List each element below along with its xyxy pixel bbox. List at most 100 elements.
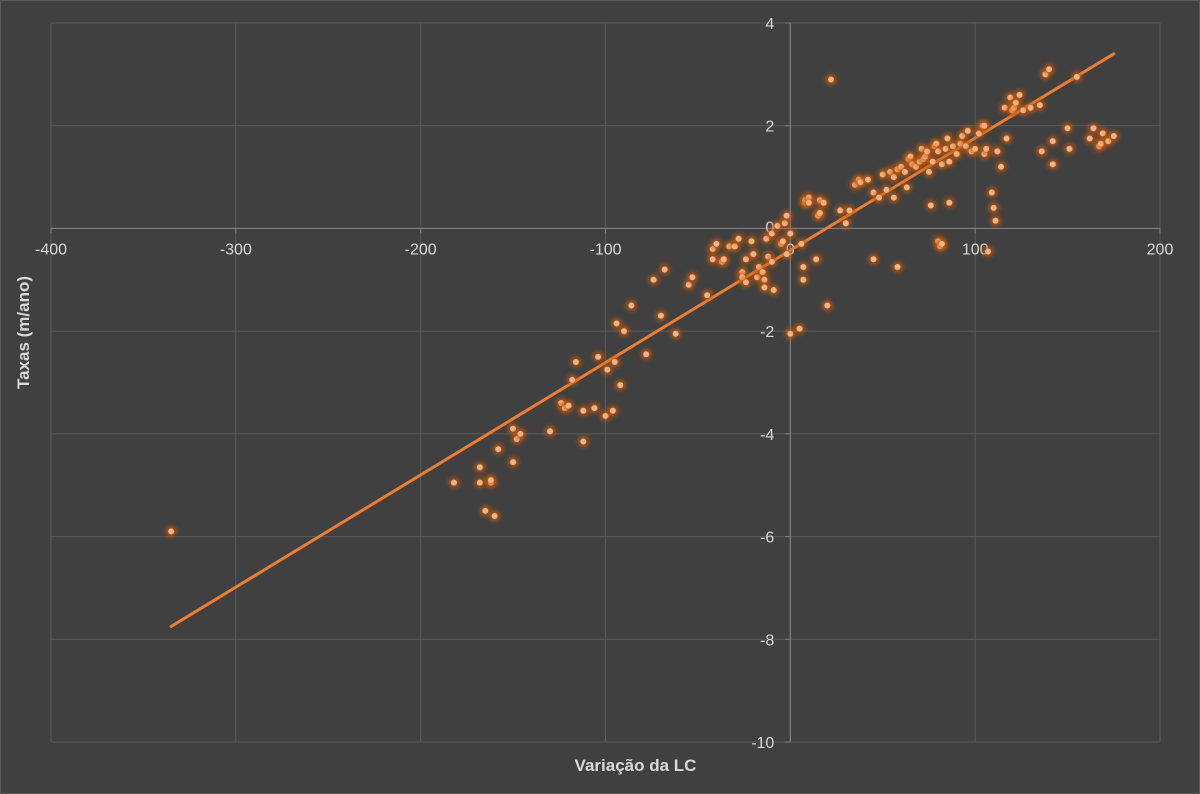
data-point-marker — [820, 199, 827, 206]
data-point — [868, 253, 880, 265]
axes — [50, 22, 1161, 743]
data-point — [951, 148, 963, 160]
data-point-marker — [783, 251, 790, 258]
data-point — [1025, 102, 1037, 114]
data-point — [710, 238, 722, 250]
data-point-marker — [988, 189, 995, 196]
data-point — [923, 166, 935, 178]
data-point-marker — [946, 158, 953, 165]
data-point — [766, 256, 778, 268]
data-point-marker — [580, 407, 587, 414]
data-point-marker — [864, 176, 871, 183]
data-point — [986, 186, 998, 198]
data-point-marker — [742, 256, 749, 263]
data-point — [1014, 89, 1026, 101]
data-point-marker — [907, 153, 914, 160]
data-point-marker — [491, 513, 498, 520]
data-point — [995, 161, 1007, 173]
data-point — [766, 228, 778, 240]
x-tick-label: -400 — [35, 241, 67, 258]
data-point — [670, 328, 682, 340]
data-point — [1063, 143, 1075, 155]
data-point — [901, 181, 913, 193]
data-point-marker — [990, 204, 997, 211]
y-tick-label: 2 — [765, 119, 774, 136]
data-point-marker — [569, 376, 576, 383]
data-point-marker — [650, 276, 657, 283]
data-point — [592, 351, 604, 363]
data-point — [625, 299, 637, 311]
data-point — [810, 253, 822, 265]
data-point-marker — [689, 274, 696, 281]
data-point — [474, 477, 486, 489]
data-point — [609, 356, 621, 368]
data-point-marker — [1001, 104, 1008, 111]
data-point — [618, 325, 630, 337]
data-point-marker — [842, 220, 849, 227]
data-point — [489, 510, 501, 522]
data-point-marker — [768, 258, 775, 265]
data-point-marker — [1064, 125, 1071, 132]
data-point-marker — [604, 366, 611, 373]
data-point — [803, 197, 815, 209]
data-point — [507, 456, 519, 468]
data-point-marker — [750, 251, 757, 258]
data-point — [1034, 99, 1046, 111]
data-point-marker — [761, 276, 768, 283]
data-point — [892, 261, 904, 273]
data-point-marker — [981, 122, 988, 129]
data-point — [588, 402, 600, 414]
data-point-marker — [1036, 102, 1043, 109]
data-point — [1087, 122, 1099, 134]
data-point-marker — [572, 358, 579, 365]
data-point — [936, 238, 948, 250]
data-point — [659, 264, 671, 276]
x-tick-label: -100 — [589, 241, 621, 258]
data-point-marker — [946, 199, 953, 206]
data-point — [821, 299, 833, 311]
data-point-marker — [1046, 66, 1053, 73]
data-point-marker — [870, 256, 877, 263]
data-point-marker — [857, 179, 864, 186]
data-point-marker — [774, 222, 781, 229]
data-point — [1047, 135, 1059, 147]
data-point-marker — [510, 459, 517, 466]
data-point-marker — [720, 256, 727, 263]
data-point — [840, 217, 852, 229]
data-point-marker — [929, 158, 936, 165]
data-point-marker — [713, 240, 720, 247]
data-point-marker — [476, 479, 483, 486]
data-point — [1001, 133, 1013, 145]
data-point-marker — [1003, 135, 1010, 142]
data-point-marker — [1016, 91, 1023, 98]
data-point-marker — [827, 76, 834, 83]
data-point-marker — [628, 302, 635, 309]
data-point-marker — [1073, 73, 1080, 80]
data-point — [563, 400, 575, 412]
data-point-marker — [779, 238, 786, 245]
data-point-marker — [781, 220, 788, 227]
data-point-marker — [609, 407, 616, 414]
data-point — [969, 143, 981, 155]
data-point — [873, 192, 885, 204]
data-point-marker — [735, 235, 742, 242]
y-tick-label: -2 — [760, 324, 774, 341]
data-point — [758, 281, 770, 293]
data-point — [448, 477, 460, 489]
data-point-marker — [787, 330, 794, 337]
data-point — [746, 235, 758, 247]
data-point-marker — [620, 328, 627, 335]
data-point — [740, 276, 752, 288]
data-point — [777, 235, 789, 247]
data-point-marker — [1049, 138, 1056, 145]
data-point-marker — [1027, 104, 1034, 111]
data-point — [614, 379, 626, 391]
data-point — [758, 274, 770, 286]
data-point — [888, 192, 900, 204]
data-point — [577, 436, 589, 448]
data-point-marker — [798, 240, 805, 247]
data-point-marker — [1090, 125, 1097, 132]
data-point-marker — [983, 145, 990, 152]
data-point-marker — [168, 528, 175, 535]
